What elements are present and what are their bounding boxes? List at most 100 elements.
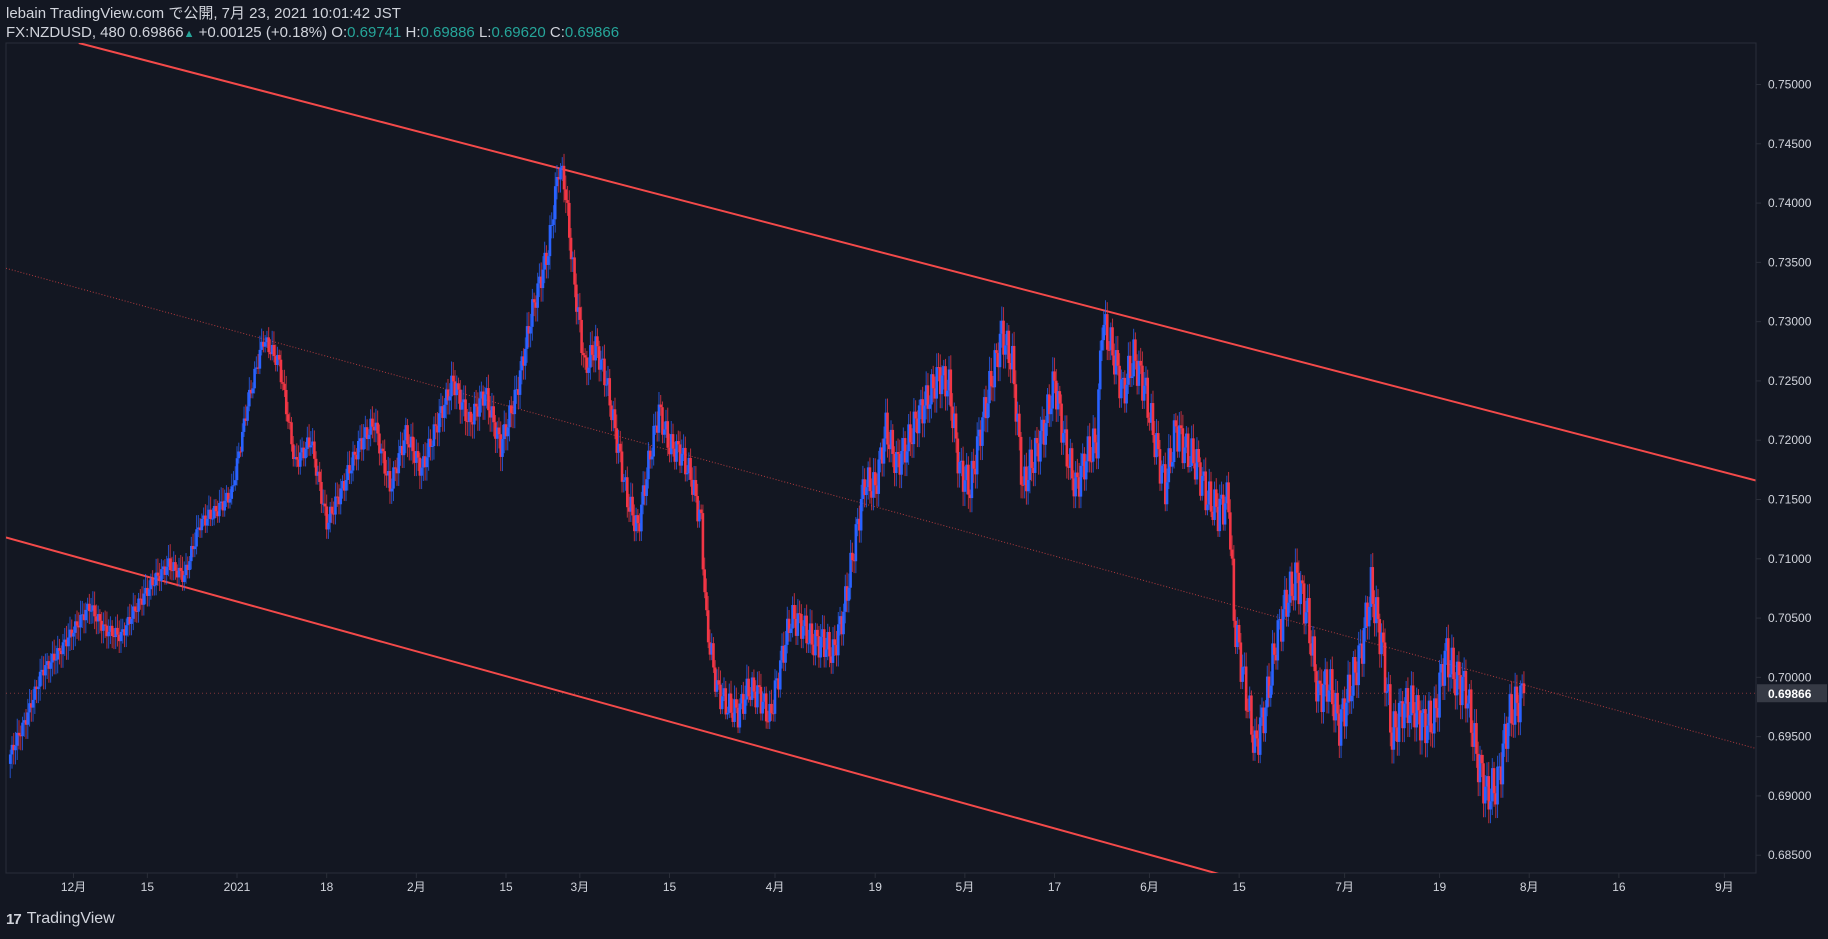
candle [801, 620, 805, 649]
candle [499, 421, 503, 472]
candle [1448, 660, 1452, 692]
candle [1146, 369, 1150, 426]
candle [768, 690, 772, 730]
candle [810, 610, 814, 655]
candle [260, 328, 263, 356]
candle [585, 350, 589, 386]
candle [117, 620, 121, 654]
candle [750, 671, 754, 707]
candle [276, 346, 279, 372]
candle [590, 330, 594, 367]
candle [1151, 390, 1155, 443]
candle [1522, 671, 1526, 707]
candle [539, 262, 543, 302]
candle [45, 653, 49, 680]
candle [1123, 370, 1127, 413]
candle [453, 370, 457, 410]
candle [858, 505, 861, 543]
candle [726, 706, 729, 720]
candle [19, 725, 23, 751]
candle [197, 515, 200, 538]
candle [205, 505, 209, 533]
candle [371, 406, 374, 439]
candle [880, 438, 884, 477]
candle [724, 680, 728, 720]
tradingview-logo-icon: 17 [6, 910, 22, 928]
candle [154, 558, 158, 596]
candle [1325, 661, 1329, 714]
candle [190, 536, 193, 570]
candle [325, 494, 328, 539]
candle [151, 570, 154, 596]
candle [390, 478, 394, 504]
candle [687, 452, 691, 481]
candle [1508, 684, 1512, 737]
y-tick-label: 0.71000 [1768, 552, 1812, 566]
candle [1257, 724, 1260, 764]
candle [223, 489, 227, 517]
candle [1079, 452, 1083, 509]
candle [1148, 412, 1151, 431]
candle [1088, 423, 1091, 473]
candle [822, 615, 826, 668]
candle [153, 573, 156, 596]
candle [26, 698, 30, 739]
candle [815, 623, 819, 647]
candle [1271, 630, 1274, 695]
candle [109, 616, 112, 645]
candle [931, 365, 935, 403]
candle [1517, 694, 1520, 736]
candle [870, 478, 873, 511]
symbol-label[interactable]: FX:NZDUSD, 480 [6, 24, 126, 41]
candle [184, 553, 188, 584]
candle [648, 445, 652, 469]
candle [993, 343, 997, 402]
candle [928, 395, 931, 423]
candle [552, 205, 555, 239]
candle [1160, 460, 1164, 491]
candle [12, 732, 16, 765]
candle [230, 473, 234, 505]
candle [1030, 439, 1033, 482]
candle [1401, 691, 1404, 743]
candle [947, 356, 951, 405]
candle [1498, 753, 1501, 781]
candle [65, 625, 68, 660]
candle [1408, 701, 1411, 738]
candle [576, 293, 580, 325]
candle [123, 622, 126, 648]
candle [170, 556, 174, 581]
candle [854, 517, 858, 574]
candle [1065, 415, 1069, 479]
candle [364, 415, 367, 450]
candle [15, 718, 19, 760]
candle [17, 720, 21, 750]
x-tick-label: 18 [320, 880, 334, 894]
candle [963, 466, 967, 507]
candle [1097, 383, 1100, 470]
candle [233, 466, 237, 491]
candle [596, 328, 599, 358]
candle [1197, 440, 1200, 468]
candle [879, 442, 882, 473]
candle [691, 467, 694, 502]
candle [66, 623, 70, 660]
candle [1172, 413, 1176, 469]
candle [1403, 697, 1406, 743]
candle [1255, 716, 1259, 747]
candle [1178, 412, 1181, 458]
candle [346, 451, 350, 491]
candle [942, 359, 946, 390]
candle [954, 406, 958, 453]
candle [88, 593, 91, 625]
candle [1202, 459, 1206, 481]
candle [738, 698, 742, 734]
candle [1476, 741, 1480, 797]
candle [33, 679, 37, 714]
candle [114, 616, 118, 650]
candle [355, 448, 358, 471]
candle [775, 670, 779, 689]
candle [358, 425, 362, 453]
candle [933, 376, 937, 413]
